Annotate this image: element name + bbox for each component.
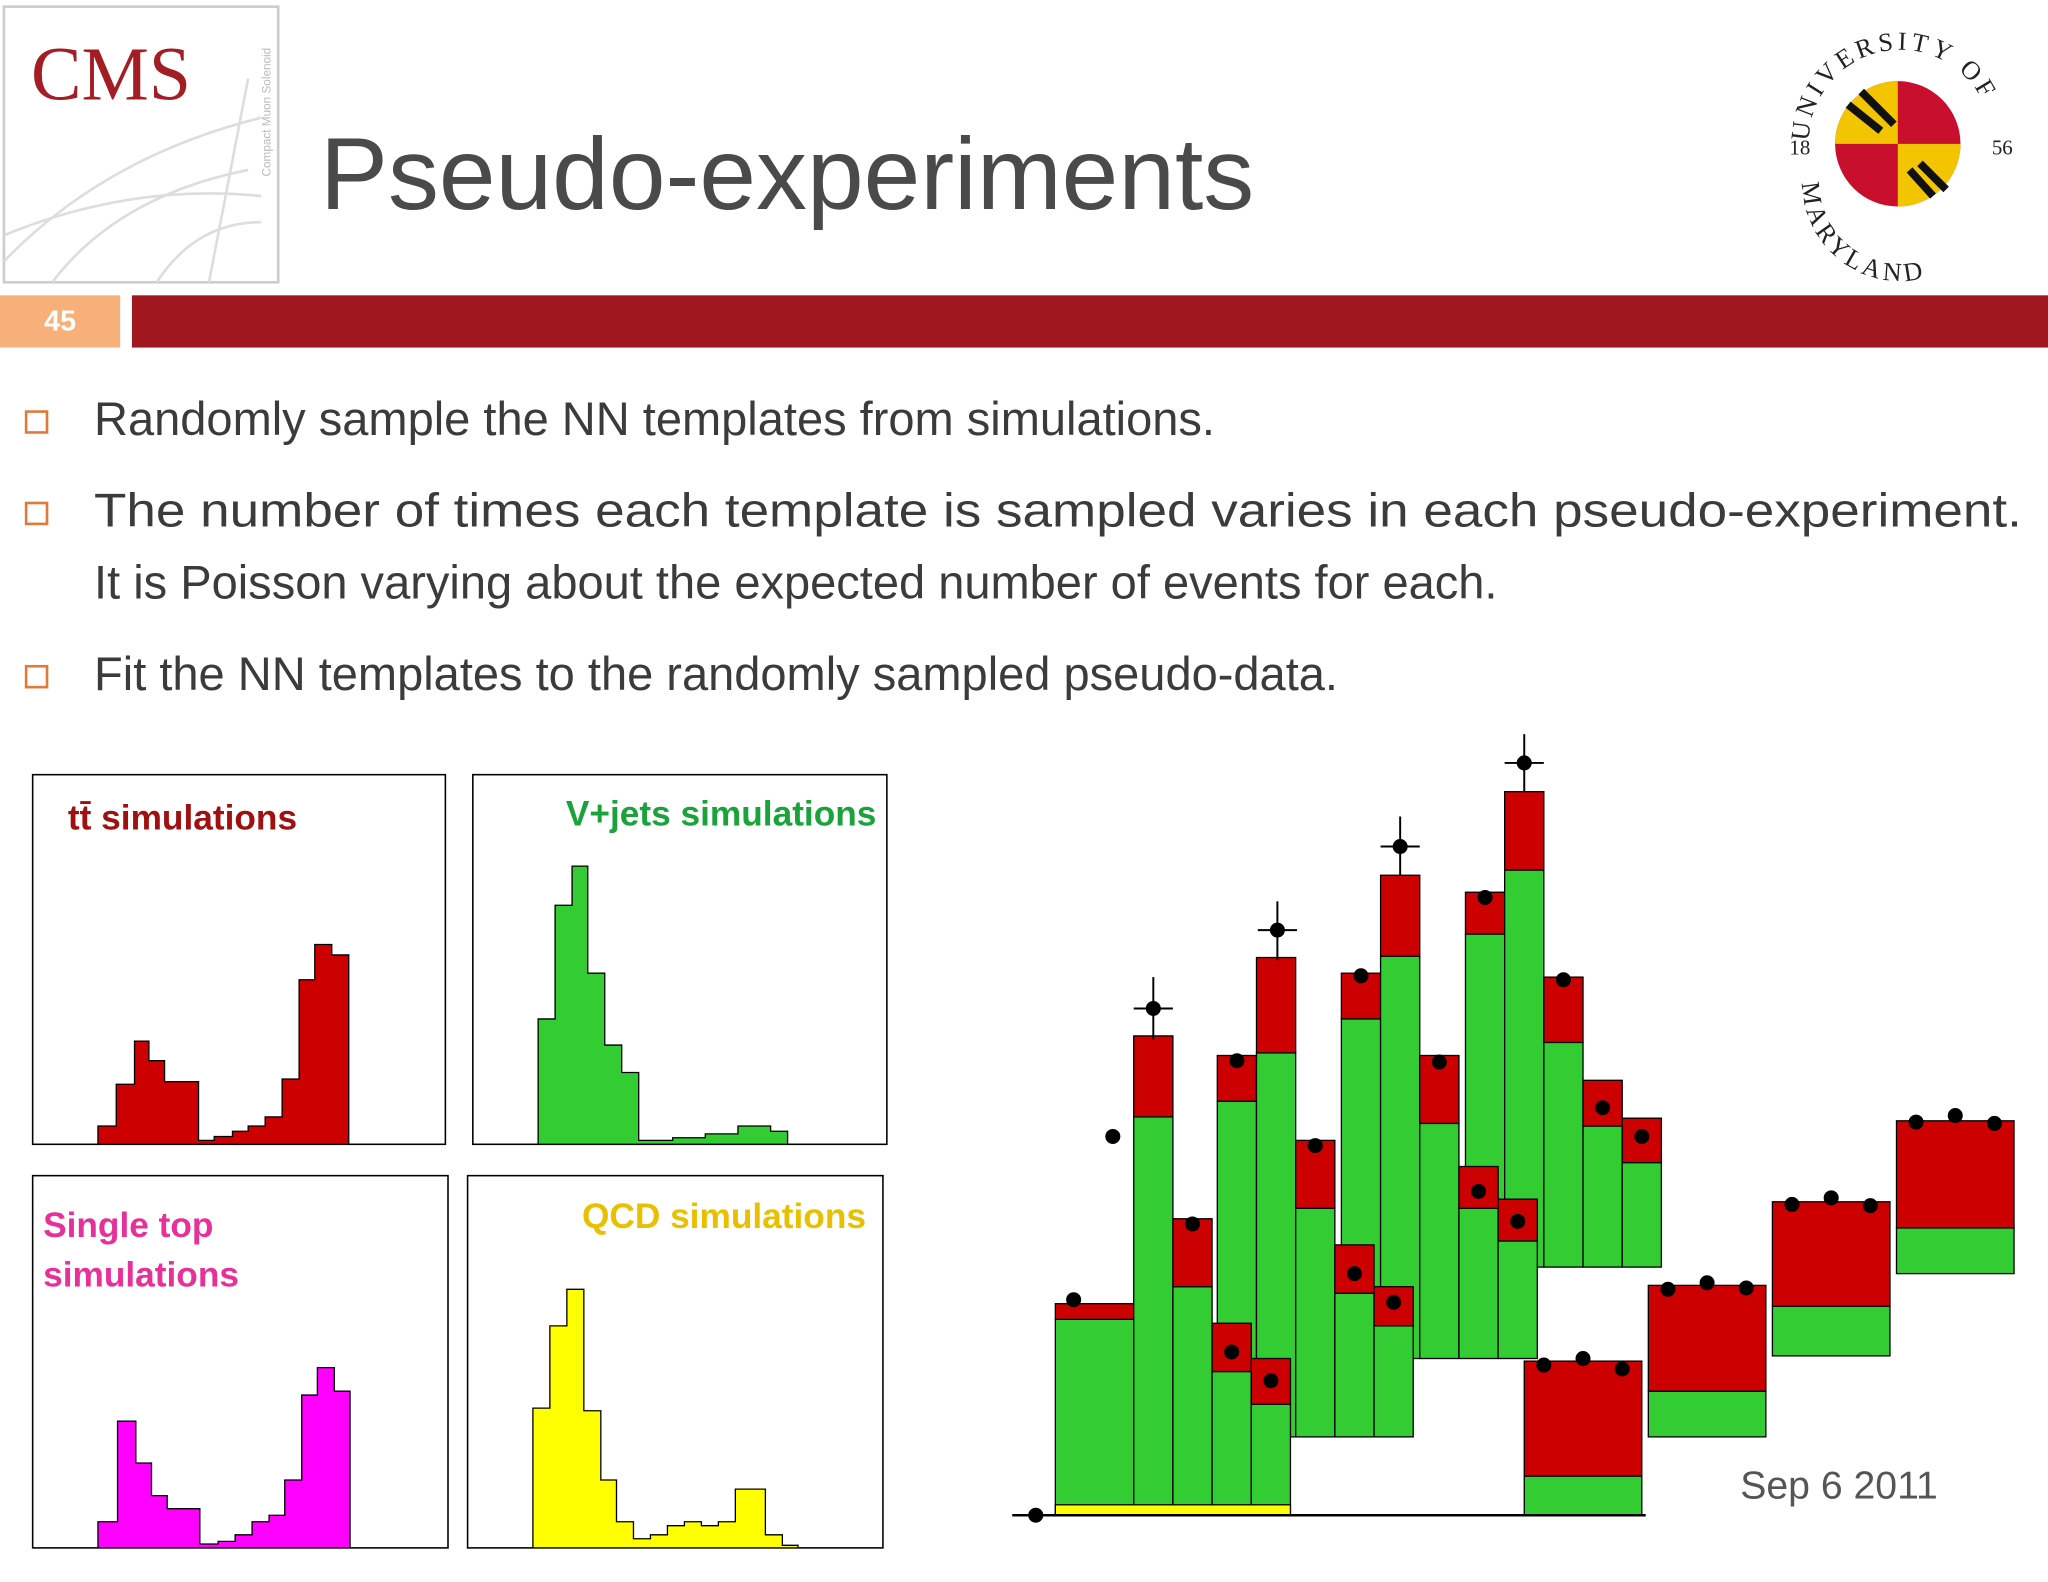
template-panels [31,773,888,1549]
logo-text: CMS [31,32,191,116]
bullet-text: Randomly sample the NN templates from si… [94,392,1215,445]
bullet-list: Randomly sample the NN templates from si… [24,392,2022,700]
date: Sep 6 2011 [1740,1464,1938,1507]
bullet-marker [24,501,49,526]
panel-title: V+jets simulations [566,795,877,834]
slide-number: 45 [44,306,76,338]
slide-title: Pseudo-experiments [320,117,1254,231]
panel-title: tt̄ simulations [68,799,297,838]
cms-logo: CMS Compact Muon Solenoid [2,5,280,284]
bullet-marker [24,410,49,434]
panel-title: QCD simulations [582,1197,866,1236]
bullet-text: Fit the NN templates to the randomly sam… [94,647,1338,700]
stacked-plot [1012,790,2015,1517]
panel-title: simulations [43,1256,239,1295]
university-logo: UNIVERSITY OF MARYLAND 18 56 [1785,27,2012,288]
bullet-text: The number of times each template is sam… [94,484,2022,537]
title-bar [131,295,2048,348]
bullet-text: It is Poisson varying about the expected… [94,555,1497,608]
data-points [1028,734,2002,1523]
logo-side-text: Compact Muon Solenoid [260,48,273,177]
panel-title: Single top [43,1206,213,1245]
university-right: 56 [1992,135,2013,159]
bullet-marker [24,664,49,689]
university-left: 18 [1789,135,1810,159]
slide-number-box [0,295,121,348]
